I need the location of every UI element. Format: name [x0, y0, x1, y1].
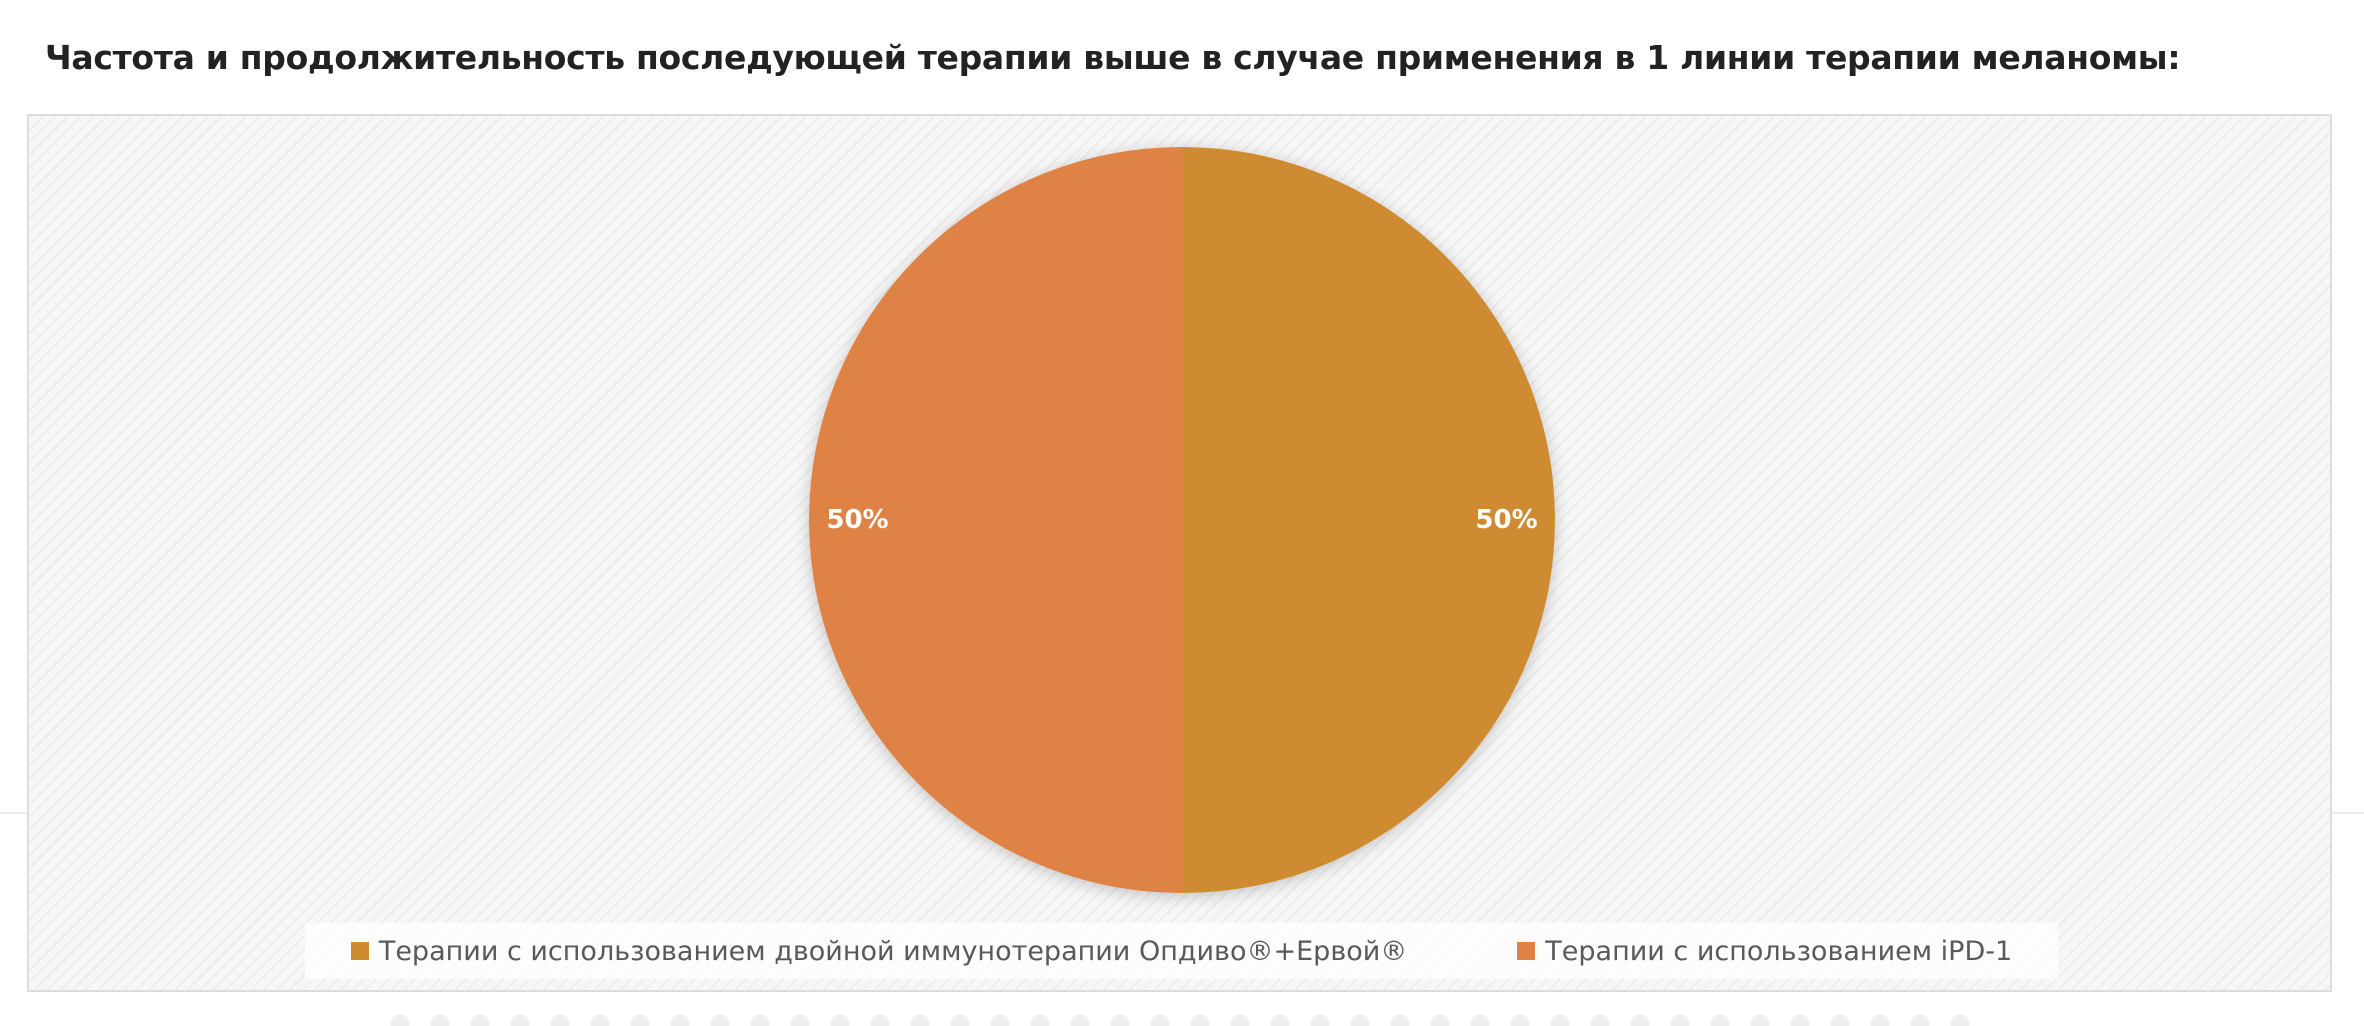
pie-data-labels: 50% 50%: [826, 505, 1537, 535]
pie-slice-1: [1182, 147, 1555, 893]
data-label-1: 50%: [1475, 505, 1537, 535]
legend-swatch: [350, 942, 369, 960]
legend-entry-2: Терапии с использованием iPD-1: [1517, 936, 2012, 967]
legend-entry-1: Терапии с использованием двойной иммунот…: [350, 935, 1408, 967]
legend-swatch: [1517, 942, 1536, 960]
pie-chart: 50% 50%: [809, 147, 1555, 893]
pie-slices: [809, 147, 1555, 893]
chart-area: 50% 50% Терапии с использованием двойной …: [27, 114, 2332, 992]
pie-slice-2: [809, 147, 1182, 893]
legend-label: Терапии с использованием двойной иммунот…: [378, 935, 1408, 967]
decorative-dots: [380, 996, 1980, 1026]
legend-label: Терапии с использованием iPD-1: [1545, 935, 2013, 967]
data-label-2: 50%: [826, 505, 888, 535]
chart-legend: Терапии с использованием двойной иммунот…: [305, 923, 2058, 979]
page-heading: Частота и продолжительность последующей …: [45, 38, 2181, 77]
